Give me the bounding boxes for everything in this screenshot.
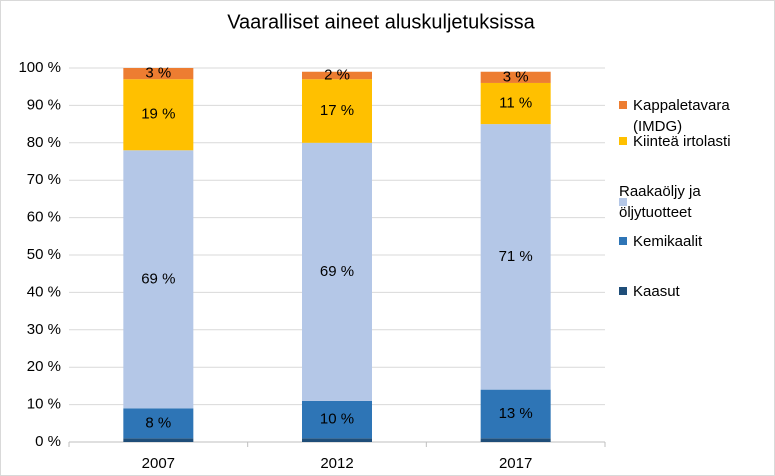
bar-segment xyxy=(123,408,194,439)
y-tick-label: 50 % xyxy=(27,246,61,263)
y-tick-label: 40 % xyxy=(27,283,61,300)
data-label: 10 % xyxy=(320,411,354,428)
bar-segment xyxy=(480,71,551,83)
y-tick-label: 0 % xyxy=(35,433,61,450)
bar-segment xyxy=(302,79,372,143)
data-label: 71 % xyxy=(499,248,533,265)
bar-segment xyxy=(123,79,194,151)
bar-segment xyxy=(123,68,194,80)
bar-segment xyxy=(302,71,372,80)
y-tick-label: 20 % xyxy=(27,358,61,375)
y-tick-label: 60 % xyxy=(27,209,61,226)
legend-label: Kemikaalit xyxy=(633,233,703,250)
y-tick-label: 80 % xyxy=(27,134,61,151)
bar-segment xyxy=(480,124,551,390)
y-tick-label: 70 % xyxy=(27,171,61,188)
x-tick-label: 2017 xyxy=(499,455,532,472)
x-tick-label: 2007 xyxy=(142,455,175,472)
data-label: 69 % xyxy=(320,263,354,280)
x-tick-label: 2012 xyxy=(320,455,353,472)
bar-segment xyxy=(123,438,194,442)
y-tick-label: 10 % xyxy=(27,396,61,413)
legend-swatch xyxy=(619,237,627,245)
data-label: 11 % xyxy=(499,94,532,111)
data-label: 19 % xyxy=(141,106,175,123)
data-label: 3 % xyxy=(145,65,171,82)
legend-swatch xyxy=(619,101,627,109)
legend-swatch xyxy=(619,287,627,295)
data-label: 2 % xyxy=(324,66,350,83)
data-label: 17 % xyxy=(320,102,354,119)
legend-label: Kiinteä irtolasti xyxy=(633,133,731,150)
data-label: 3 % xyxy=(503,68,529,85)
bar-segment xyxy=(480,389,551,439)
legend-swatch xyxy=(619,137,627,145)
legend-swatch xyxy=(619,198,627,206)
y-tick-label: 100 % xyxy=(18,59,61,76)
chart-title: Vaaralliset aineet aluskuljetuksissa xyxy=(227,11,535,33)
bar-segment xyxy=(302,400,372,439)
legend-label: Kappaletavara (IMDG) xyxy=(633,97,730,135)
y-tick-label: 90 % xyxy=(27,96,61,113)
data-label: 69 % xyxy=(141,270,175,287)
legend-label: Raakaöljy ja öljytuotteet xyxy=(619,183,701,221)
legend-label: Kaasut xyxy=(633,283,680,300)
bar-segment xyxy=(302,438,372,442)
bar-segment xyxy=(480,438,551,442)
y-tick-label: 30 % xyxy=(27,321,61,338)
bar-segment xyxy=(302,142,372,401)
data-label: 8 % xyxy=(145,414,171,431)
data-label: 13 % xyxy=(499,405,533,422)
bar-segment xyxy=(480,82,551,125)
bar-segment xyxy=(123,150,194,409)
